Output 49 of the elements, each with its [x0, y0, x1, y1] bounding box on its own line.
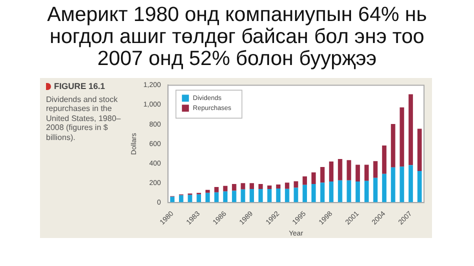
bar [258, 188, 263, 203]
bar [267, 186, 272, 189]
bar [400, 166, 404, 203]
bar [302, 176, 307, 185]
bar [302, 184, 307, 203]
bar [276, 188, 280, 203]
bar [382, 145, 386, 174]
bar [178, 195, 184, 203]
bar [294, 181, 298, 188]
bar [417, 128, 422, 172]
bar [223, 191, 228, 203]
bar [240, 183, 246, 190]
bar [284, 188, 290, 203]
bar [311, 172, 316, 184]
bar [284, 182, 290, 189]
bar [196, 194, 202, 203]
bar [408, 165, 413, 203]
bar [250, 188, 254, 203]
bar [390, 167, 396, 203]
bar [250, 183, 254, 189]
bar [373, 178, 378, 203]
bar [205, 190, 210, 193]
bar [338, 158, 342, 180]
bar [258, 184, 263, 189]
bar [417, 171, 422, 203]
bar [408, 94, 413, 166]
text: Dividends and stock repurchases in the United States, 1980–2008 (figures in $ billions). [46, 94, 122, 142]
bar [346, 160, 352, 180]
bar [382, 174, 386, 203]
bar [373, 161, 378, 178]
bar [356, 164, 360, 182]
bar [311, 184, 316, 203]
bar [356, 182, 360, 203]
bar [329, 182, 334, 203]
bar [390, 124, 396, 168]
bar [205, 192, 210, 203]
bar [214, 186, 219, 192]
bar [320, 167, 325, 183]
bar [223, 186, 228, 192]
bar [400, 107, 404, 167]
caption: FIGURE 16.1 [54, 81, 106, 92]
bar [364, 164, 369, 181]
bar [232, 184, 236, 191]
bar [338, 180, 342, 203]
bar [276, 184, 280, 188]
chart-title: Америкт 1980 онд компаниупын 64% нь ногдол ашиг төлдөг байсан бол энэ тоо 2007 онд 52% болон буурҗээ [46, 3, 428, 70]
bar [329, 162, 334, 182]
bar [364, 180, 369, 203]
bar [232, 190, 236, 203]
